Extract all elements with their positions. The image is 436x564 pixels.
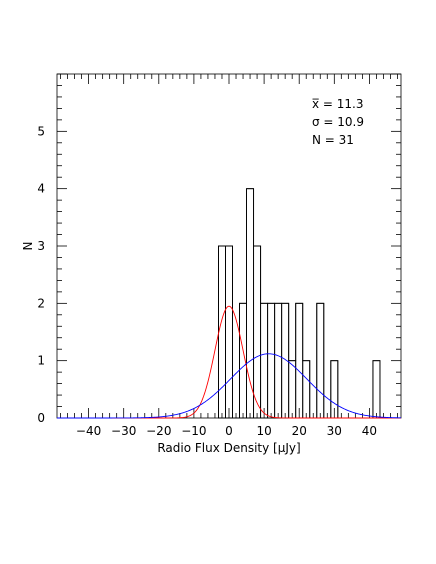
x-tick-label: −30 (111, 424, 136, 438)
histogram-bar (267, 302, 276, 419)
y-tick-label: 2 (37, 296, 45, 310)
histogram-bar (372, 360, 381, 419)
y-tick-label: 3 (37, 239, 45, 253)
x-tick-label: −20 (146, 424, 171, 438)
mean-annotation: x̅ = 11.3 (312, 97, 364, 111)
x-tick-label: 10 (256, 424, 271, 438)
histogram-bar (260, 302, 269, 419)
histogram-bar (253, 245, 262, 419)
y-tick-label: 1 (37, 354, 45, 368)
histogram-bar (225, 245, 233, 419)
histogram-steps (218, 188, 381, 419)
n-annotation: N = 31 (312, 133, 354, 147)
x-axis-label: Radio Flux Density [μJy] (157, 441, 300, 455)
x-tick-label: −40 (76, 424, 101, 438)
x-tick-label: 40 (362, 424, 377, 438)
red-gaussian-curve (57, 305, 401, 419)
axis-ticks (57, 73, 401, 419)
histogram-bar (295, 302, 304, 419)
histogram-bar (302, 360, 311, 419)
x-tick-label: −10 (181, 424, 206, 438)
histogram-bar (246, 188, 255, 419)
histogram-bar (218, 245, 226, 419)
y-tick-labels: 0 1 2 3 4 5 (37, 124, 45, 425)
histogram-bar (274, 302, 283, 419)
y-axis-label: N (21, 242, 35, 251)
sigma-annotation: σ = 10.9 (312, 115, 364, 129)
histogram-bar (316, 302, 325, 419)
x-tick-label: 30 (327, 424, 342, 438)
x-tick-label: 20 (292, 424, 307, 438)
y-tick-label: 5 (37, 124, 45, 138)
x-tick-label: 0 (225, 424, 233, 438)
histogram-bar (288, 360, 297, 419)
y-tick-label: 4 (37, 182, 45, 196)
y-tick-label: 0 (37, 411, 45, 425)
blue-gaussian-curve (57, 353, 402, 419)
x-tick-labels: −40 −30 −20 −10 0 10 20 30 40 (76, 424, 377, 438)
